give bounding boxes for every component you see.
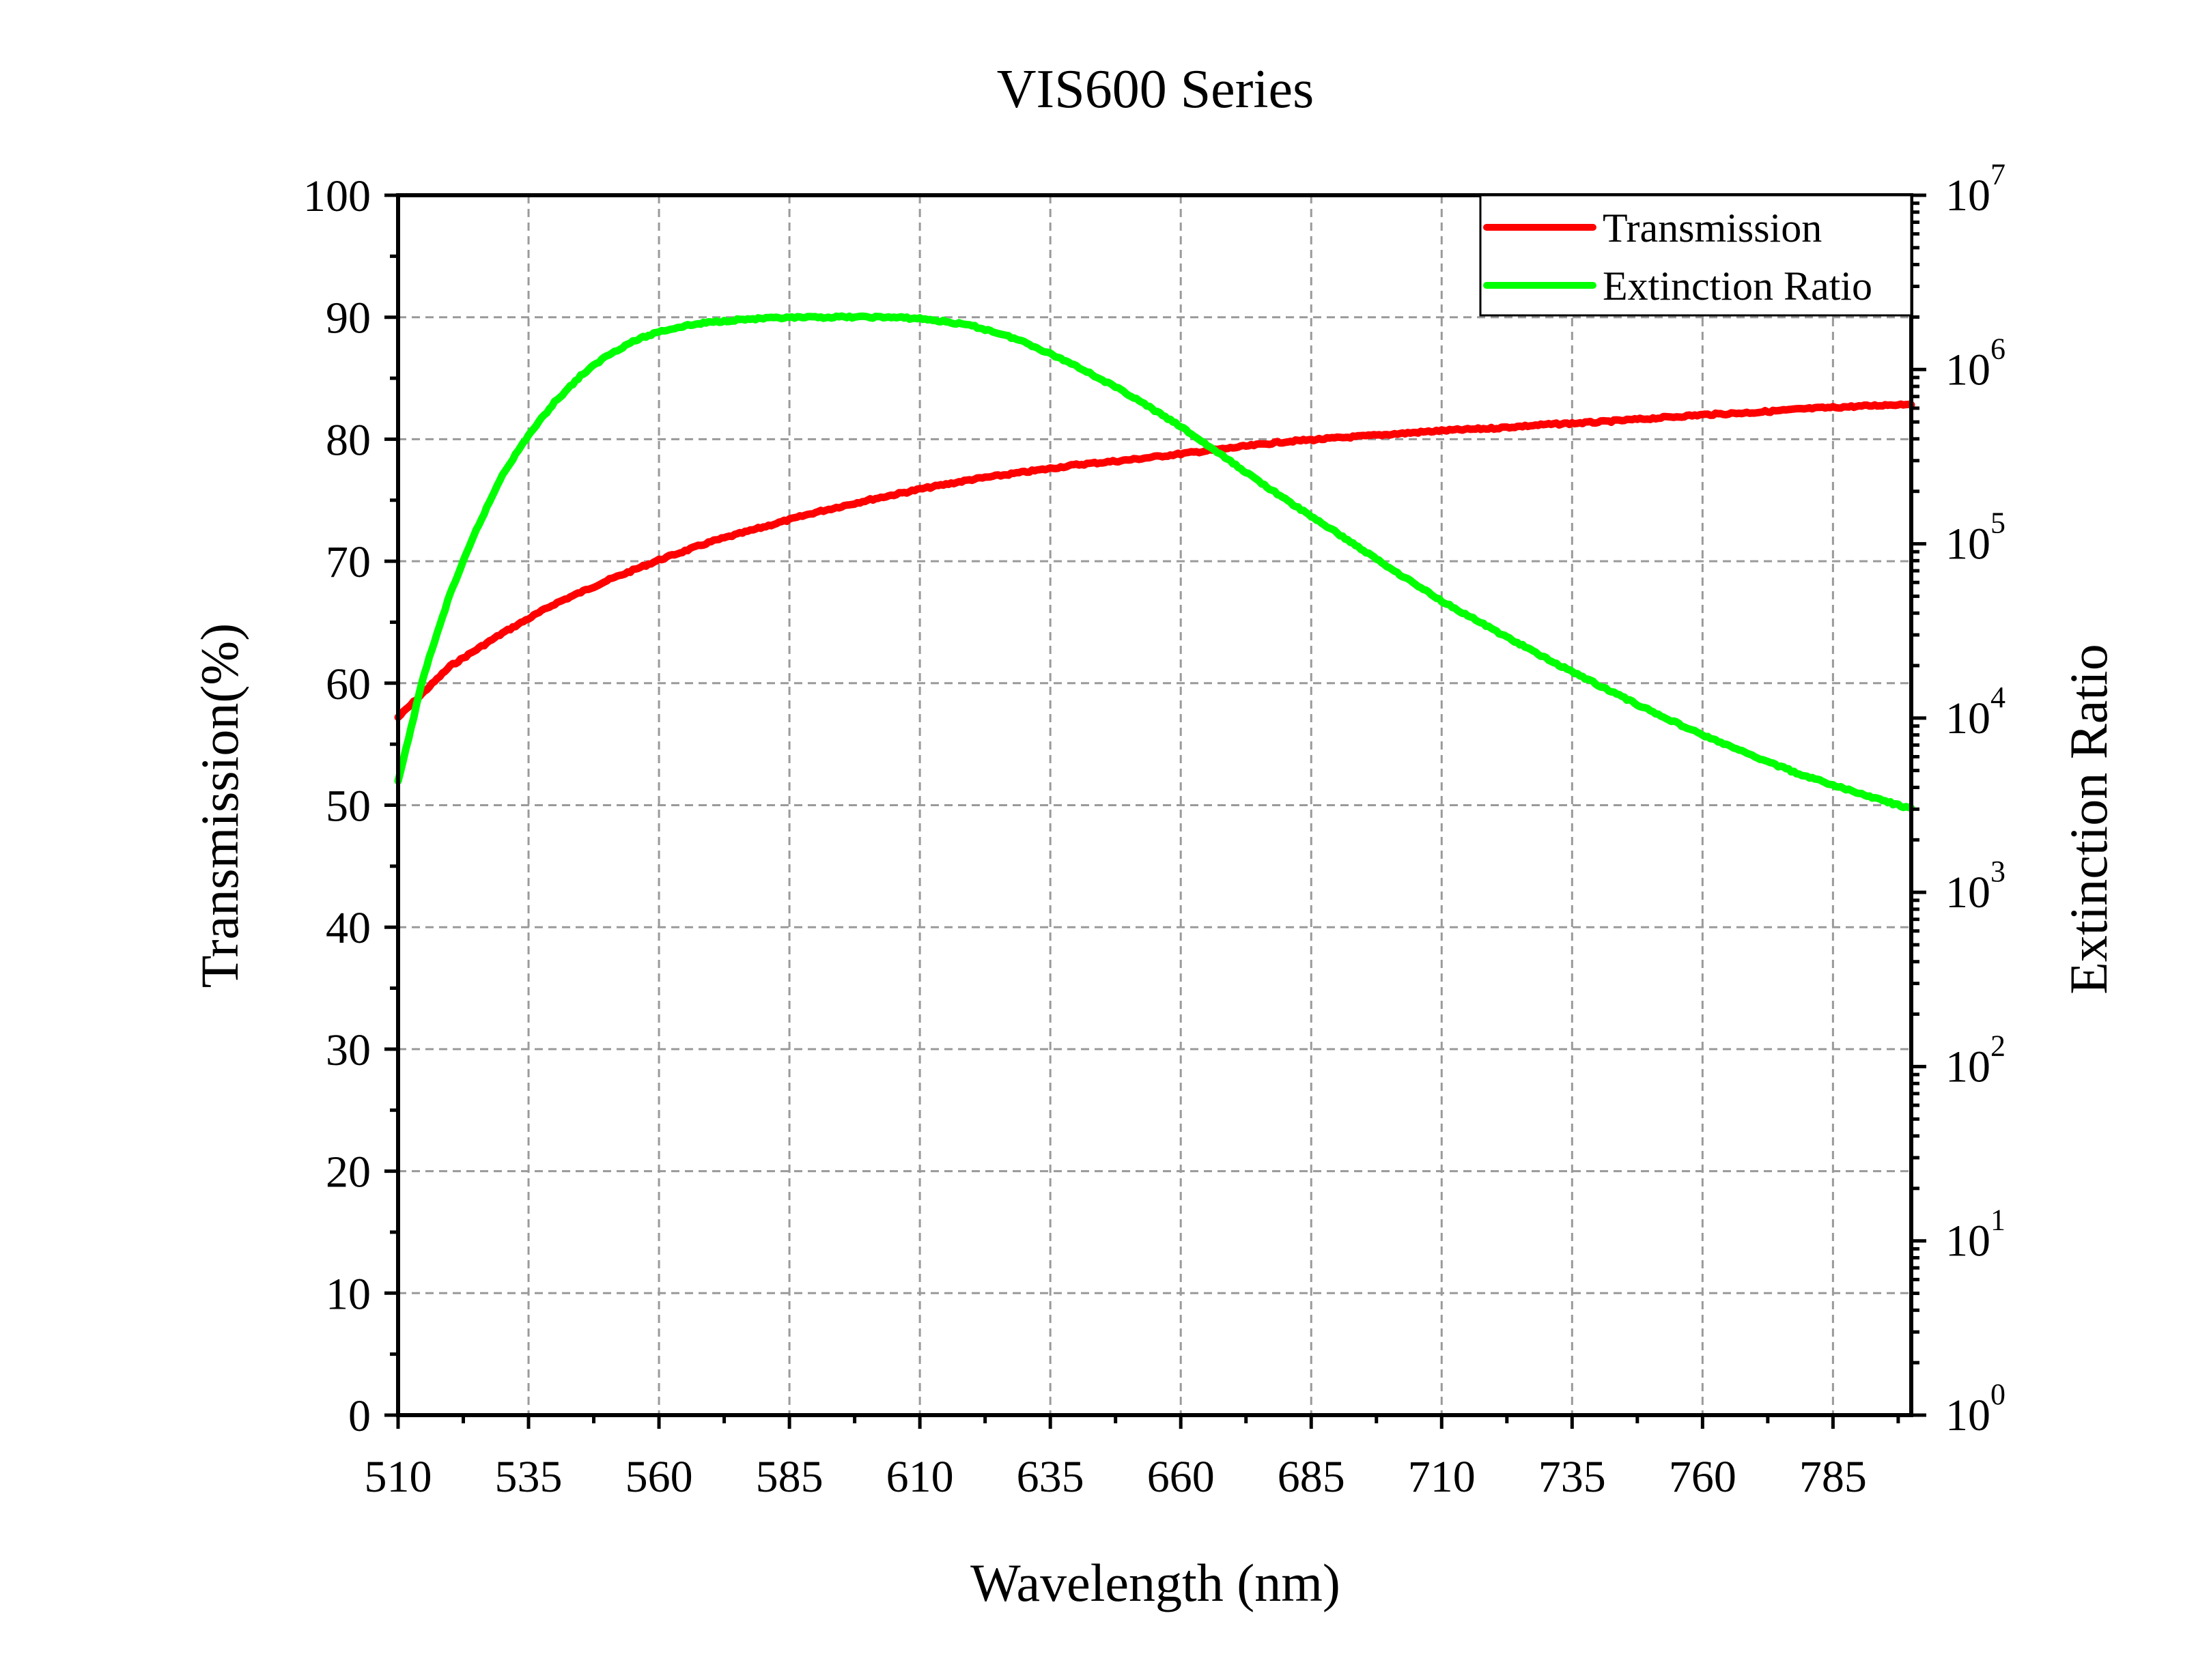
- legend-box: [1479, 194, 1913, 317]
- x-tick-label: 635: [1017, 1452, 1084, 1502]
- x-tick-label: 610: [886, 1452, 954, 1502]
- y-tick-label: 20: [326, 1148, 371, 1197]
- y-axis-title: Transmission(%): [190, 623, 249, 988]
- series-line-transmission: [394, 400, 1915, 722]
- x-tick-label: 735: [1538, 1452, 1606, 1502]
- legend: Transmission Extinction Ratio: [1479, 194, 1913, 317]
- x-tick-label: 560: [625, 1452, 693, 1502]
- y2-tick-label: 100: [1945, 1378, 2005, 1440]
- y-tick-label: 100: [303, 171, 371, 221]
- y-tick-label: 70: [326, 537, 371, 587]
- chart-title: VIS600 Series: [997, 59, 1314, 119]
- y-tick-label: 80: [326, 415, 371, 465]
- y2-tick-label: 102: [1945, 1029, 2005, 1092]
- y-tick-label: 10: [326, 1269, 371, 1319]
- x-tick-label: 510: [365, 1452, 432, 1502]
- y-tick-label: 50: [326, 782, 371, 831]
- x-tick-label: 585: [756, 1452, 824, 1502]
- x-tick-label: 685: [1278, 1452, 1345, 1502]
- x-tick-label: 785: [1799, 1452, 1867, 1502]
- legend-label-extinction-ratio: Extinction Ratio: [1603, 264, 1872, 309]
- series-line-extinction-ratio: [394, 312, 1915, 812]
- y-tick-label: 0: [348, 1391, 371, 1441]
- y2-axis-title: Extinction Ratio: [2059, 644, 2118, 994]
- y2-tick-label: 103: [1945, 855, 2005, 917]
- y2-tick-label: 107: [1945, 158, 2005, 220]
- y2-tick-label: 104: [1945, 681, 2005, 743]
- y2-tick-label: 101: [1945, 1204, 2005, 1266]
- y2-axis-ticks: 100 101 102 103 104 105 106 107: [1911, 158, 2005, 1440]
- y-axis-ticks: 0 10 20 30 40 50 60 70 80 90 100: [303, 171, 398, 1441]
- x-axis-ticks: 510 535 560 585 610 635 660 685 710 735 760 785: [365, 1415, 1900, 1502]
- legend-label-transmission: Transmission: [1603, 205, 1822, 251]
- x-tick-label: 535: [495, 1452, 563, 1502]
- y2-tick-label: 106: [1945, 332, 2005, 395]
- y-tick-label: 30: [326, 1025, 371, 1075]
- x-tick-label: 710: [1408, 1452, 1476, 1502]
- y-tick-label: 60: [326, 659, 371, 709]
- x-tick-label: 760: [1669, 1452, 1736, 1502]
- y-tick-label: 40: [326, 903, 371, 953]
- series-layer: [394, 312, 1915, 812]
- x-axis-title: Wavelength (nm): [970, 1553, 1340, 1612]
- y-tick-label: 90: [326, 294, 371, 343]
- y2-tick-label: 105: [1945, 507, 2005, 569]
- x-tick-label: 660: [1147, 1452, 1215, 1502]
